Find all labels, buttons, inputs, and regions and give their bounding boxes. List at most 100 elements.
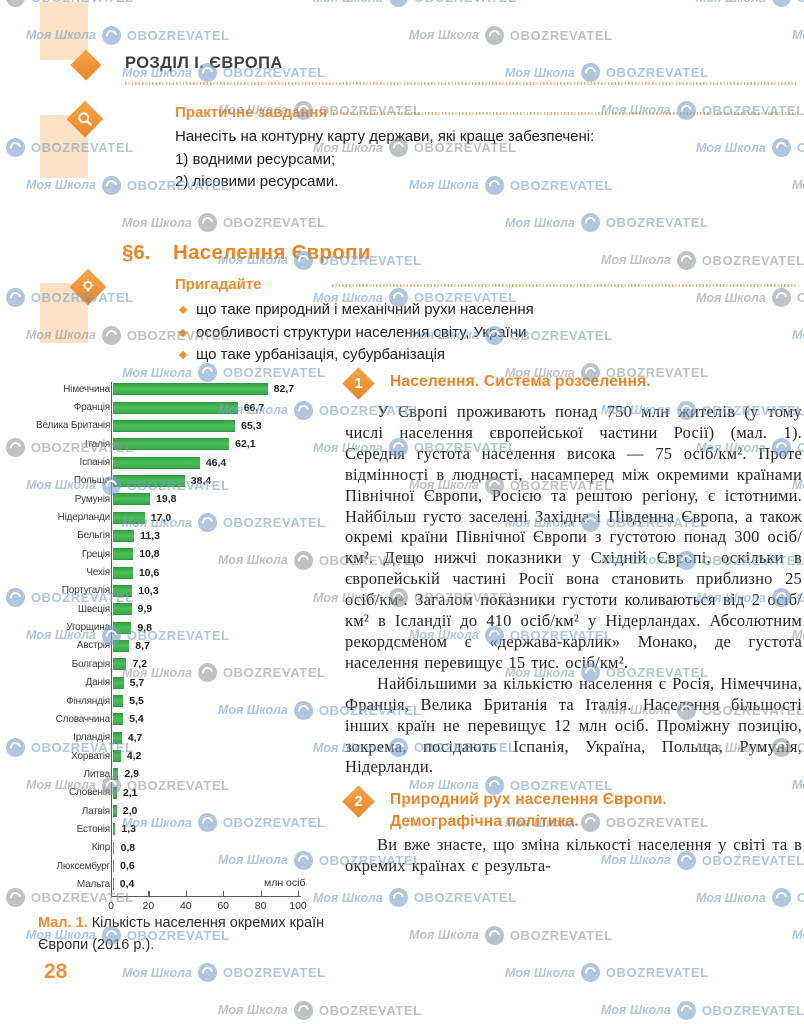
chapter-title: РОЗДІЛ І. ЄВРОПА xyxy=(125,54,283,72)
chart-value-label: 0,4 xyxy=(119,878,135,891)
obozrevatel-logo-icon xyxy=(5,138,25,157)
watermark-brand-label: OBOZREVATEL xyxy=(318,102,422,118)
chart-bar xyxy=(113,731,122,744)
chart-bar xyxy=(113,438,230,451)
obozrevatel-logo-icon xyxy=(580,963,600,982)
chart-haxis xyxy=(111,896,301,898)
article-heading: 1 Населення. Система розселення. xyxy=(342,367,802,400)
section-number: §6. xyxy=(122,241,151,264)
chart-category-label: Італія xyxy=(84,438,110,450)
practical-task-intro: Нанесіть на контурну карту держави, які … xyxy=(175,128,595,145)
chart-row: Словаччина 5,4 xyxy=(36,710,336,728)
chart-category-label: Мальта xyxy=(76,878,110,890)
chart-row: Угорщина 9,8 xyxy=(36,618,336,636)
chart-row: Латвія 2,0 xyxy=(36,802,336,820)
chart-bar xyxy=(113,695,124,708)
chart-category-label: Іспанія xyxy=(79,457,110,469)
chart-tick xyxy=(298,891,300,896)
chart-bar xyxy=(113,511,145,524)
chart-value-label: 2,0 xyxy=(122,805,138,818)
paragraph: Найбільшими за кількістю населення є Рос… xyxy=(345,673,802,777)
chart-value-label: 7,2 xyxy=(132,658,148,671)
chart-tick xyxy=(223,891,225,896)
chart-value-label: 11,3 xyxy=(140,529,160,542)
chart-category-label: Португалія xyxy=(61,585,110,597)
page-number: 28 xyxy=(44,960,68,983)
chart-category-label: Австрія xyxy=(76,640,110,652)
obozrevatel-logo-icon xyxy=(5,288,25,307)
chart-ticklabel: 80 xyxy=(254,900,267,912)
watermark-school-label: Моя Школа xyxy=(601,1003,671,1017)
obozrevatel-logo-icon xyxy=(771,888,791,907)
watermark-brand-label: OBOZREVATEL xyxy=(222,965,326,980)
obozrevatel-logo-icon xyxy=(771,288,791,307)
watermark-brand-label: OBOZREVATEL xyxy=(126,27,230,43)
article-body: У Європі проживають понад 750 млн жителі… xyxy=(345,402,802,778)
chart-value-label: 38,4 xyxy=(190,474,212,487)
chart-value-label: 9,9 xyxy=(137,603,153,616)
chart-tick xyxy=(260,891,262,896)
chart-category-label: Велика Британія xyxy=(36,420,111,432)
article-natural-movement: 2 Природний рух населення Європи. Демогра… xyxy=(342,785,802,877)
chart-category-label: Словаччина xyxy=(55,713,111,725)
article-heading: 2 Природний рух населення Європи. Демогра… xyxy=(342,785,802,832)
article-population: 1 Населення. Система розселення. У Європ… xyxy=(342,367,802,778)
chart-row: Естонія 1,3 xyxy=(36,820,336,838)
chart-value-label: 10,8 xyxy=(139,548,160,561)
section-title: Населення Європи xyxy=(173,241,371,264)
magnifier-icon xyxy=(66,100,104,138)
obozrevatel-logo-icon xyxy=(5,888,25,907)
watermark-school-label: Моя Школа xyxy=(696,290,766,305)
population-bar-chart: Німеччина 82,7 Франція 66,7 Велика Британія 6… xyxy=(36,380,336,925)
chart-value-label: 4,2 xyxy=(126,750,142,763)
obozrevatel-logo-icon xyxy=(197,213,217,232)
watermark-school-label: Моя Школа xyxy=(505,965,575,980)
chart-value-label: 1,3 xyxy=(121,823,137,836)
chart-row: Нідерланди 17,0 xyxy=(36,508,336,526)
chart-value-label: 4,7 xyxy=(127,731,143,744)
chart-value-label: 9,8 xyxy=(137,621,152,634)
chart-row: Литва 2,9 xyxy=(36,765,336,783)
chart-row: Словенія 2,1 xyxy=(36,784,336,802)
watermark-brand-label: OBOZREVATEL xyxy=(796,290,804,305)
chart-row: Австрія 8,7 xyxy=(36,637,336,655)
chart-ticklabel: 100 xyxy=(289,900,307,912)
chart-row: Хорватія 4,2 xyxy=(36,747,336,765)
chart-value-label: 0,6 xyxy=(120,860,135,873)
chart-row: Люксембург 0,6 xyxy=(36,857,336,875)
watermark-school-label: Моя Школа xyxy=(505,65,575,80)
chart-vaxis xyxy=(111,382,113,897)
practical-task-list: 1) водними ресурсами; 2) лісовими ресурса… xyxy=(175,149,338,192)
obozrevatel-logo-icon xyxy=(101,175,121,195)
chart-bar xyxy=(113,584,133,597)
watermark-brand-label: OBOZREVATEL xyxy=(509,27,613,43)
watermark-school-label: Моя Школа xyxy=(601,253,671,267)
chart-row: Польща 38,4 xyxy=(36,472,336,490)
watermark: Моя Школа OBOZREVATEL xyxy=(696,288,804,307)
chart-value-label: 62,1 xyxy=(235,438,256,451)
watermark-brand-label: OBOZREVATEL xyxy=(796,890,804,905)
chart-row: Болгарія 7,2 xyxy=(36,655,336,673)
chart-value-label: 5,7 xyxy=(129,676,145,689)
watermark-brand-label: OBOZREVATEL xyxy=(413,890,517,905)
chart-row: Португалія 10,3 xyxy=(36,582,336,600)
chart-row: Ірландія 4,7 xyxy=(36,729,336,747)
chart-value-label: 5,5 xyxy=(129,695,144,708)
chart-value-label: 65,3 xyxy=(241,419,262,432)
chart-value-label: 2,1 xyxy=(122,786,138,799)
chart-category-label: Греція xyxy=(81,548,110,560)
watermark-school-label: Моя Школа xyxy=(696,890,766,905)
chart-category-label: Бельгія xyxy=(77,530,110,542)
list-item: що таке урбанізація, субурбанізація xyxy=(178,344,534,367)
chart-category-label: Болгарія xyxy=(71,658,111,670)
chart-ticklabel: 60 xyxy=(217,900,230,912)
chart-category-label: Угорщина xyxy=(66,622,110,634)
chart-row: Швеція 9,9 xyxy=(36,600,336,618)
